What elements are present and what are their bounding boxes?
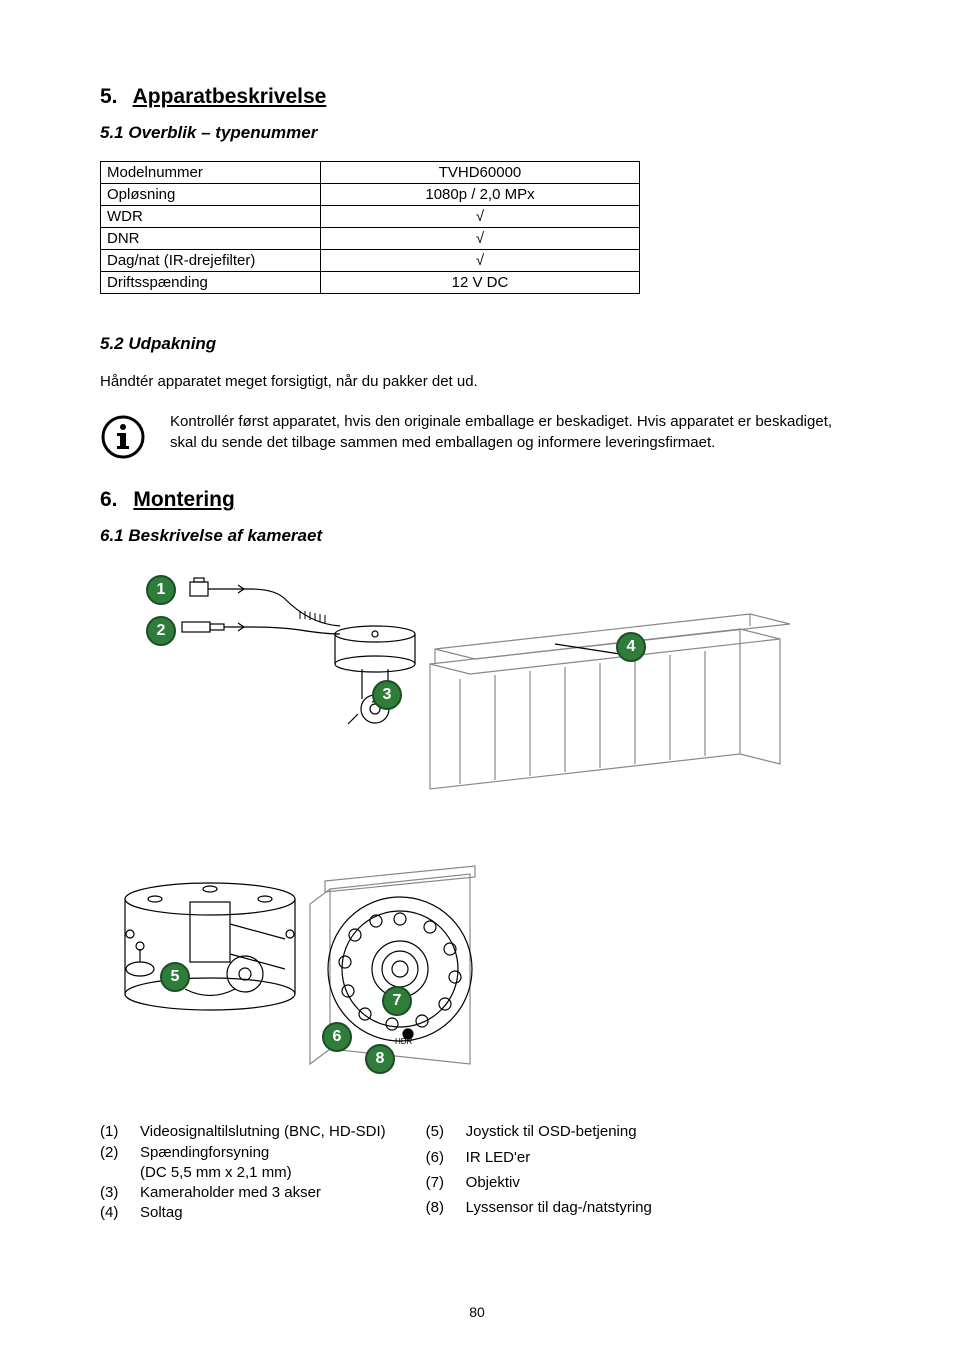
spec-key: Dag/nat (IR-drejefilter) (101, 250, 321, 272)
legend-num (100, 1163, 140, 1183)
spec-val: √ (321, 206, 640, 228)
badge-4-num: 4 (627, 638, 636, 656)
badge-6-num: 6 (333, 1028, 342, 1046)
unpack-text: Håndtér apparatet meget forsigtigt, når … (100, 372, 854, 392)
spec-val: 1080p / 2,0 MPx (321, 184, 640, 206)
legend-text: IR LED'er (466, 1148, 652, 1173)
spec-key: DNR (101, 228, 321, 250)
legend-num: (3) (100, 1183, 140, 1203)
badge-2-num: 2 (157, 622, 166, 640)
badge-5-num: 5 (171, 968, 180, 986)
spec-key: Modelnummer (101, 162, 321, 184)
badge-7-num: 7 (393, 992, 402, 1010)
legend-text: Joystick til OSD-betjening (466, 1122, 652, 1147)
badge-8-num: 8 (376, 1050, 385, 1068)
legend-num: (4) (100, 1203, 140, 1223)
legend-text: Kameraholder med 3 akser (140, 1183, 386, 1203)
legend-text: Videosignaltilslutning (BNC, HD-SDI) (140, 1122, 386, 1142)
spec-val: 12 V DC (321, 272, 640, 294)
spec-val: TVHD60000 (321, 162, 640, 184)
spec-key: Driftsspænding (101, 272, 321, 294)
table-row: Driftsspænding12 V DC (101, 272, 640, 294)
badge-1-num: 1 (157, 581, 166, 599)
section-6-title: Montering (133, 488, 234, 511)
legend-text: (DC 5,5 mm x 2,1 mm) (140, 1163, 386, 1183)
table-row: ModelnummerTVHD60000 (101, 162, 640, 184)
camera-diagram-svg: HDR (100, 564, 854, 1104)
legend-text: Soltag (140, 1203, 386, 1223)
spec-key: WDR (101, 206, 321, 228)
legend-num: (6) (426, 1148, 466, 1173)
section-6-heading: 6. Montering (100, 488, 854, 512)
table-row: DNR√ (101, 228, 640, 250)
spec-val: √ (321, 250, 640, 272)
section-6-num: 6. (100, 488, 118, 512)
info-icon (100, 414, 146, 460)
page-number: 80 (0, 1304, 954, 1320)
spec-key: Opløsning (101, 184, 321, 206)
table-row: WDR√ (101, 206, 640, 228)
legend-text: Objektiv (466, 1173, 652, 1198)
legend-num: (2) (100, 1143, 140, 1163)
table-row: Opløsning1080p / 2,0 MPx (101, 184, 640, 206)
section-5-heading: 5. Apparatbeskrivelse (100, 85, 854, 109)
spec-val: √ (321, 228, 640, 250)
legend-right: (5)Joystick til OSD-betjening (6)IR LED'… (426, 1122, 652, 1223)
legend: (1)Videosignaltilslutning (BNC, HD-SDI) … (100, 1122, 854, 1223)
svg-text:HDR: HDR (395, 1037, 413, 1046)
legend-left: (1)Videosignaltilslutning (BNC, HD-SDI) … (100, 1122, 386, 1223)
section-5-1-heading: 5.1 Overblik – typenummer (100, 123, 854, 143)
legend-text: Spændingforsyning (140, 1143, 386, 1163)
badge-3-num: 3 (383, 686, 392, 704)
section-5-2-heading: 5.2 Udpakning (100, 334, 854, 354)
info-text: Kontrollér først apparatet, hvis den ori… (170, 412, 854, 453)
section-6-1-heading: 6.1 Beskrivelse af kameraet (100, 526, 854, 546)
legend-num: (7) (426, 1173, 466, 1198)
info-callout: Kontrollér først apparatet, hvis den ori… (100, 412, 854, 460)
section-5-num: 5. (100, 85, 118, 109)
spec-table: ModelnummerTVHD60000 Opløsning1080p / 2,… (100, 161, 640, 294)
legend-num: (5) (426, 1122, 466, 1147)
table-row: Dag/nat (IR-drejefilter)√ (101, 250, 640, 272)
legend-num: (8) (426, 1198, 466, 1223)
camera-diagram: HDR 1 2 3 4 5 6 7 8 (100, 564, 854, 1104)
section-5-title: Apparatbeskrivelse (133, 85, 327, 108)
legend-num: (1) (100, 1122, 140, 1142)
legend-text: Lyssensor til dag-/natstyring (466, 1198, 652, 1223)
